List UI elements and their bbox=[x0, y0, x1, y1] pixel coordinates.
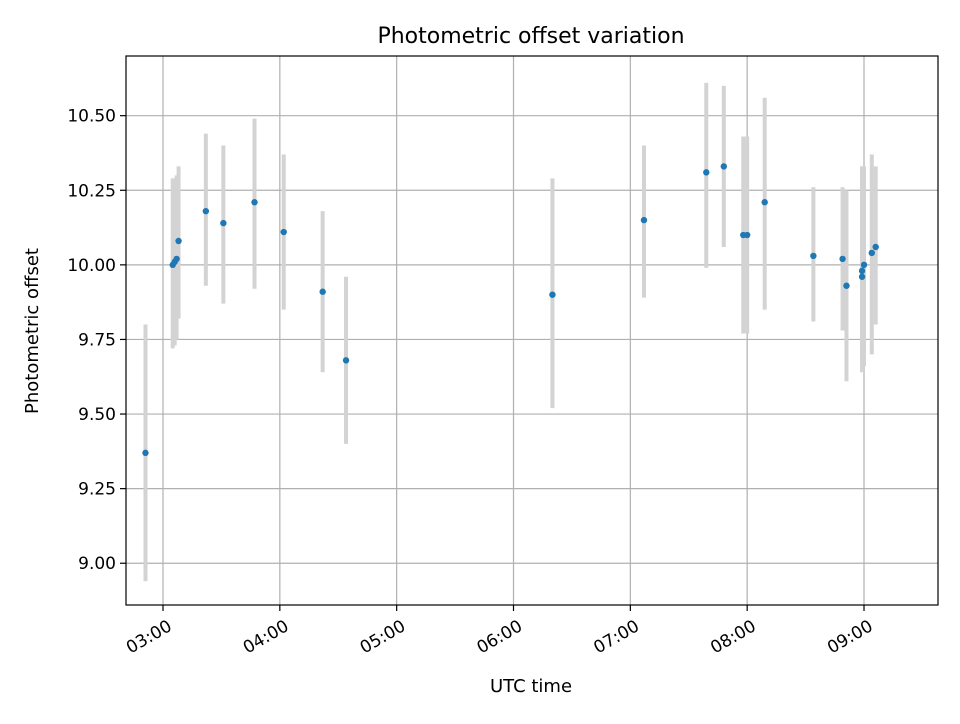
data-point bbox=[872, 243, 879, 251]
data-point bbox=[175, 237, 182, 245]
data-point bbox=[549, 291, 556, 298]
data-point bbox=[743, 231, 751, 239]
data-point bbox=[319, 288, 326, 295]
data-point bbox=[858, 273, 866, 280]
data-point bbox=[342, 357, 350, 364]
data-point bbox=[280, 228, 287, 236]
y-axis-ticks: 9.00 9.25 9.50 9.75 10.00 10.25 10.50 bbox=[67, 107, 126, 574]
chart-title: Photometric offset variation bbox=[377, 24, 684, 49]
plot-frame bbox=[125, 55, 939, 606]
data-points bbox=[142, 163, 879, 457]
data-point bbox=[142, 449, 149, 457]
y-tick-label: 9.00 bbox=[78, 554, 116, 574]
data-point bbox=[173, 255, 180, 263]
data-point bbox=[761, 199, 768, 206]
y-tick-label: 9.50 bbox=[78, 405, 116, 425]
data-point bbox=[703, 169, 710, 176]
data-point bbox=[860, 261, 868, 269]
data-point bbox=[220, 219, 227, 227]
data-point bbox=[868, 249, 875, 257]
data-point bbox=[640, 216, 648, 224]
data-point bbox=[720, 163, 728, 170]
data-point bbox=[810, 252, 817, 260]
data-point bbox=[251, 199, 258, 206]
data-point bbox=[839, 255, 846, 263]
y-tick-label: 10.50 bbox=[67, 107, 116, 127]
data-point bbox=[843, 282, 850, 289]
y-tick-label: 10.25 bbox=[67, 181, 116, 201]
y-tick-label: 9.25 bbox=[78, 480, 116, 500]
data-point bbox=[202, 207, 210, 215]
y-tick-label: 9.75 bbox=[78, 330, 116, 350]
grid-lines bbox=[126, 56, 938, 605]
x-axis-label: UTC time bbox=[490, 676, 572, 697]
data-point bbox=[858, 267, 866, 275]
y-tick-label: 10.00 bbox=[67, 256, 116, 276]
y-axis-label: Photometric offset bbox=[22, 248, 43, 414]
